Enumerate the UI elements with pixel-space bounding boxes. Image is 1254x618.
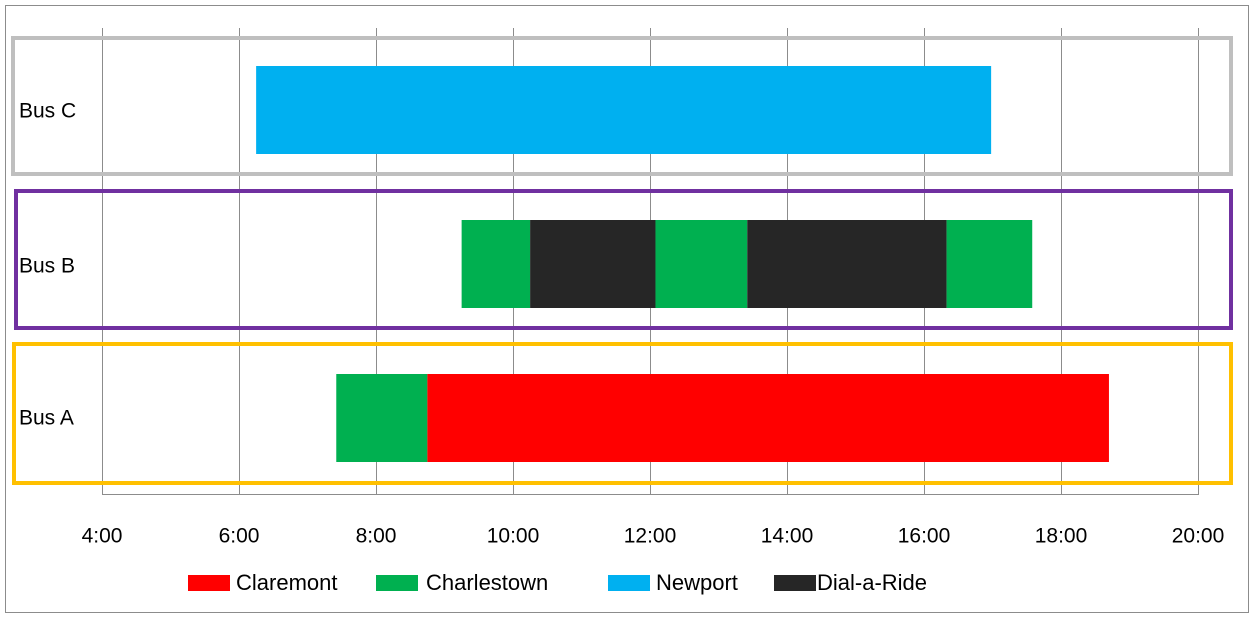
x-tick-label-6-00: 6:00: [219, 525, 260, 548]
row-label-bus-b: Bus B: [19, 255, 75, 278]
x-tick-label-14-00: 14:00: [761, 525, 814, 548]
bar-bus-b-charlestown-0: [461, 220, 531, 308]
row-label-bus-a: Bus A: [19, 407, 74, 430]
legend-label-claremont: Claremont: [236, 570, 337, 595]
legend: Claremont Charlestown Newport Dial-a-Ride: [188, 570, 927, 595]
row-frames: [11, 36, 1233, 485]
x-tick-label-18-00: 18:00: [1035, 525, 1088, 548]
row-frame-bus-c: [11, 36, 1233, 176]
bar-bus-a-charlestown-0: [336, 374, 428, 462]
row-label-bus-c: Bus C: [19, 100, 76, 123]
bar-bus-b-charlestown-2: [655, 220, 748, 308]
legend-swatch-charlestown: [376, 575, 418, 591]
legend-swatch-newport: [608, 575, 650, 591]
bar-bus-b-charlestown-4: [946, 220, 1033, 308]
x-tick-label-16-00: 16:00: [898, 525, 951, 548]
legend-label-dial-a-ride: Dial-a-Ride: [817, 570, 927, 595]
bar-bus-c-newport-0: [256, 66, 992, 154]
row-frame-bus-a: [12, 342, 1233, 485]
x-axis: 4:00 6:00 8:00 10:00 12:00 14:00 16:00 18:00 20:…: [82, 494, 1225, 548]
row-frame-bus-b: [14, 189, 1233, 330]
bar-bus-b-dial-a-ride-1: [530, 220, 656, 308]
x-tick-label-4-00: 4:00: [82, 525, 123, 548]
legend-label-charlestown: Charlestown: [426, 570, 548, 595]
x-tick-label-8-00: 8:00: [356, 525, 397, 548]
legend-swatch-claremont: [188, 575, 230, 591]
row-labels: Bus C Bus B Bus A: [19, 100, 76, 430]
x-tick-label-12-00: 12:00: [624, 525, 677, 548]
legend-label-newport: Newport: [656, 570, 738, 595]
x-tick-label-20-00: 20:00: [1172, 525, 1225, 548]
bar-bus-a-claremont-1: [427, 374, 1109, 462]
bars: [256, 66, 1109, 462]
x-tick-label-10-00: 10:00: [487, 525, 540, 548]
legend-swatch-dial-a-ride: [774, 575, 816, 591]
bar-bus-b-dial-a-ride-3: [747, 220, 947, 308]
